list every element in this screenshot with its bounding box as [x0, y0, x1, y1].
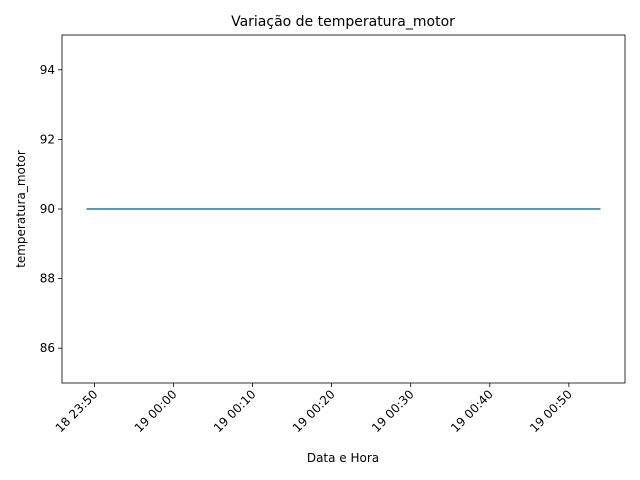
y-tick-label: 86: [40, 341, 55, 355]
y-tick-label: 90: [40, 202, 55, 216]
x-tick-label: 19 00:30: [369, 387, 417, 435]
y-tick-label: 94: [40, 63, 55, 77]
y-tick-label: 92: [40, 132, 55, 146]
y-tick-label: 88: [40, 272, 55, 286]
x-tick-label: 19 00:10: [211, 387, 259, 435]
x-tick-label: 19 00:00: [132, 387, 180, 435]
chart-title: Variação de temperatura_motor: [231, 14, 455, 30]
x-tick-label: 18 23:50: [53, 387, 101, 435]
x-tick-label: 19 00:50: [527, 387, 575, 435]
x-axis-label: Data e Hora: [307, 451, 379, 465]
x-tick-label: 19 00:20: [290, 387, 338, 435]
y-axis-label: temperatura_motor: [14, 150, 28, 268]
x-tick-label: 19 00:40: [448, 387, 496, 435]
plot-area: 86 88 90 92 94 18 23:50 19 00:00 19 00:10 19 00:…: [40, 34, 626, 435]
